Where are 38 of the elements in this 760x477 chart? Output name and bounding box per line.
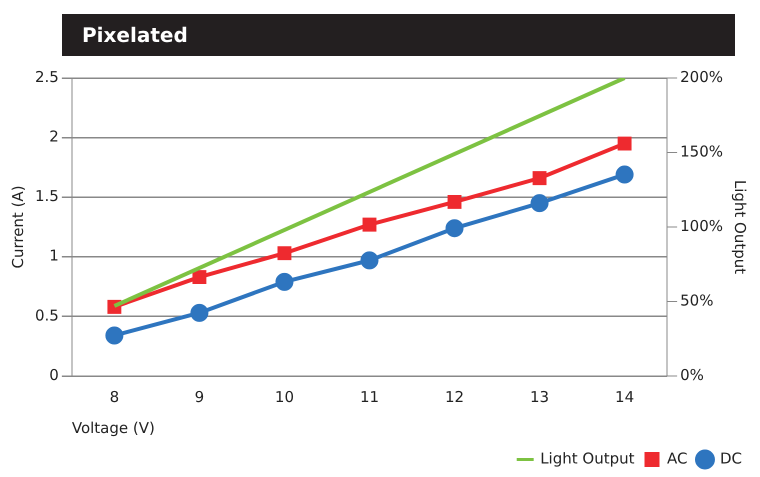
y2-tick-label: 150% [680, 142, 724, 160]
legend-label: Light Output [540, 449, 635, 468]
point [530, 194, 549, 212]
y-tick-label: 2 [49, 127, 59, 146]
x-tick-label: 9 [194, 388, 204, 406]
point [618, 136, 632, 151]
y-axis-title: Current (A) [8, 185, 27, 269]
point [446, 219, 464, 238]
x-tick-label: 14 [615, 388, 634, 406]
point [362, 218, 376, 232]
x-axis-title: Voltage (V) [72, 418, 155, 437]
y2-tick-label: 50% [680, 291, 714, 310]
y-tick-label: 1 [49, 246, 59, 265]
point [532, 171, 547, 186]
point [105, 326, 124, 344]
x-tick-label: 12 [444, 388, 464, 406]
legend-label: DC [720, 449, 742, 468]
y2-tick-label: 200% [680, 68, 724, 86]
y2-axis-title: Light Output [731, 180, 750, 274]
x-tick-label: 11 [360, 388, 380, 406]
y-tick-label: 0 [49, 366, 59, 384]
y-tick-label: 2.5 [34, 68, 59, 86]
y2-tick-label: 0% [680, 366, 704, 384]
y-tick-label: 0.5 [34, 306, 59, 324]
legend-label: AC [667, 449, 688, 468]
y2-tick-label: 100% [680, 216, 724, 235]
x-tick-label: 10 [274, 388, 294, 406]
point [616, 166, 634, 184]
x-tick-label: 13 [530, 388, 550, 406]
point [448, 195, 462, 209]
x-tick-label: 8 [110, 388, 120, 406]
point [192, 270, 206, 284]
point [360, 251, 378, 270]
point [278, 246, 292, 260]
point [190, 304, 208, 322]
point [275, 272, 294, 291]
y-tick-label: 1.5 [34, 187, 59, 206]
chart-title: Pixelated [62, 14, 735, 56]
